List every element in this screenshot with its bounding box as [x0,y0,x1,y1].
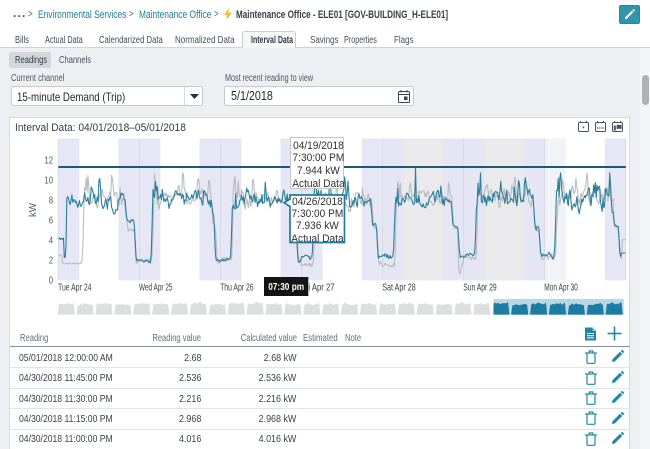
svg-text:Tue Apr 24: Tue Apr 24 [58,283,92,294]
svg-text:Wed Apr 25: Wed Apr 25 [139,283,173,294]
svg-text:kW: kW [28,202,39,217]
svg-text:Thu Apr 26: Thu Apr 26 [220,283,254,294]
svg-text:4: 4 [49,235,54,246]
svg-text:0: 0 [49,276,54,287]
svg-text:Sun Apr 29: Sun Apr 29 [463,283,497,294]
svg-text:8: 8 [49,195,54,206]
svg-text:6: 6 [49,215,54,226]
svg-text:10: 10 [44,175,53,186]
svg-text:Mon Apr 30: Mon Apr 30 [544,283,578,294]
svg-text:07:30 pm: 07:30 pm [268,281,304,293]
svg-text:Fri Apr 27: Fri Apr 27 [301,283,335,294]
svg-text:2: 2 [49,256,54,267]
svg-text:12: 12 [44,155,53,166]
svg-text:Sat Apr 28: Sat Apr 28 [382,283,416,294]
